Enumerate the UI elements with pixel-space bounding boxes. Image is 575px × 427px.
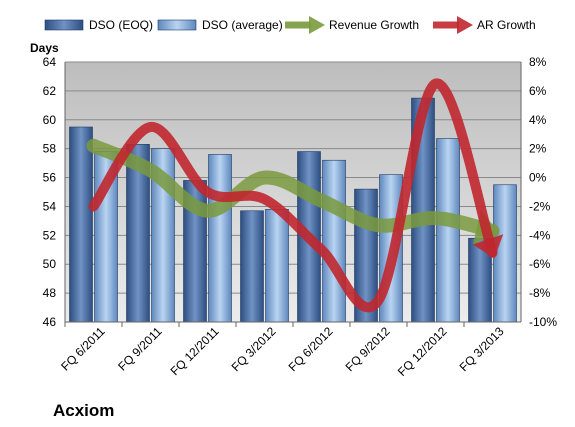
y-right-tick-3: -4% (529, 228, 551, 242)
y-right-tick-7: 4% (529, 113, 547, 127)
legend-label-ar-growth: AR Growth (477, 18, 536, 32)
y-right-tick-6: 2% (529, 142, 547, 156)
y-left-tick-5: 56 (43, 171, 57, 185)
x-tick-label-1: FQ 9/2011 (115, 324, 165, 374)
legend-label-dso-average: DSO (average) (202, 18, 283, 32)
x-tick-label-7: FQ 3/2013 (457, 324, 507, 374)
y-left-tick-6: 58 (43, 142, 57, 156)
bar-dso-eoq-0 (69, 126, 93, 323)
lines-layer (86, 78, 504, 313)
y-left-tick-7: 60 (43, 113, 57, 127)
y-right-tick-0: -10% (529, 315, 557, 329)
y-right-tick-4: -2% (529, 199, 551, 213)
bar-dso-average-3 (265, 209, 289, 323)
y-left-tick-9: 64 (43, 55, 57, 69)
legend-arrowhead-ar-growth (457, 16, 473, 34)
y-right-tick-5: 0% (529, 171, 547, 185)
y-left-tick-1: 48 (43, 286, 57, 300)
y-left-tick-4: 54 (43, 199, 57, 213)
y-right-tick-9: 8% (529, 55, 547, 69)
y-right-tick-2: -6% (529, 257, 551, 271)
x-tick-label-6: FQ 12/2012 (395, 324, 450, 379)
bar-dso-average-6 (436, 138, 460, 323)
y-left-axis-title: Days (30, 41, 59, 55)
x-tick-label-3: FQ 3/2012 (229, 324, 279, 374)
legend-label-dso-eoq: DSO (EOQ) (89, 18, 153, 32)
legend-arrowhead-revenue-growth (309, 16, 325, 34)
y-right-tick-1: -8% (529, 286, 551, 300)
bar-dso-average-2 (208, 154, 232, 323)
y-right-tick-8: 6% (529, 84, 547, 98)
x-tick-label-2: FQ 12/2011 (168, 324, 222, 378)
y-left-tick-3: 52 (43, 228, 57, 242)
y-left-tick-2: 50 (43, 257, 57, 271)
legend: DSO (EOQ) DSO (average) Revenue Growth AR G… (44, 16, 536, 34)
legend-label-revenue-growth: Revenue Growth (329, 18, 419, 32)
x-tick-label-4: FQ 6/2012 (286, 324, 336, 374)
x-tick-label-0: FQ 6/2011 (58, 324, 108, 374)
y-left-tick-0: 46 (43, 315, 57, 329)
legend-swatch-dso-average (157, 19, 197, 31)
bar-dso-eoq-3 (240, 210, 264, 323)
line-revenue-growth (86, 138, 500, 238)
company-name: Acxiom (53, 401, 114, 420)
y-left-tick-8: 62 (43, 84, 57, 98)
legend-swatch-dso-eoq (44, 19, 84, 31)
x-tick-label-5: FQ 9/2012 (343, 324, 393, 374)
bar-dso-average-4 (322, 159, 346, 323)
arrowhead-ar-growth (472, 234, 504, 259)
